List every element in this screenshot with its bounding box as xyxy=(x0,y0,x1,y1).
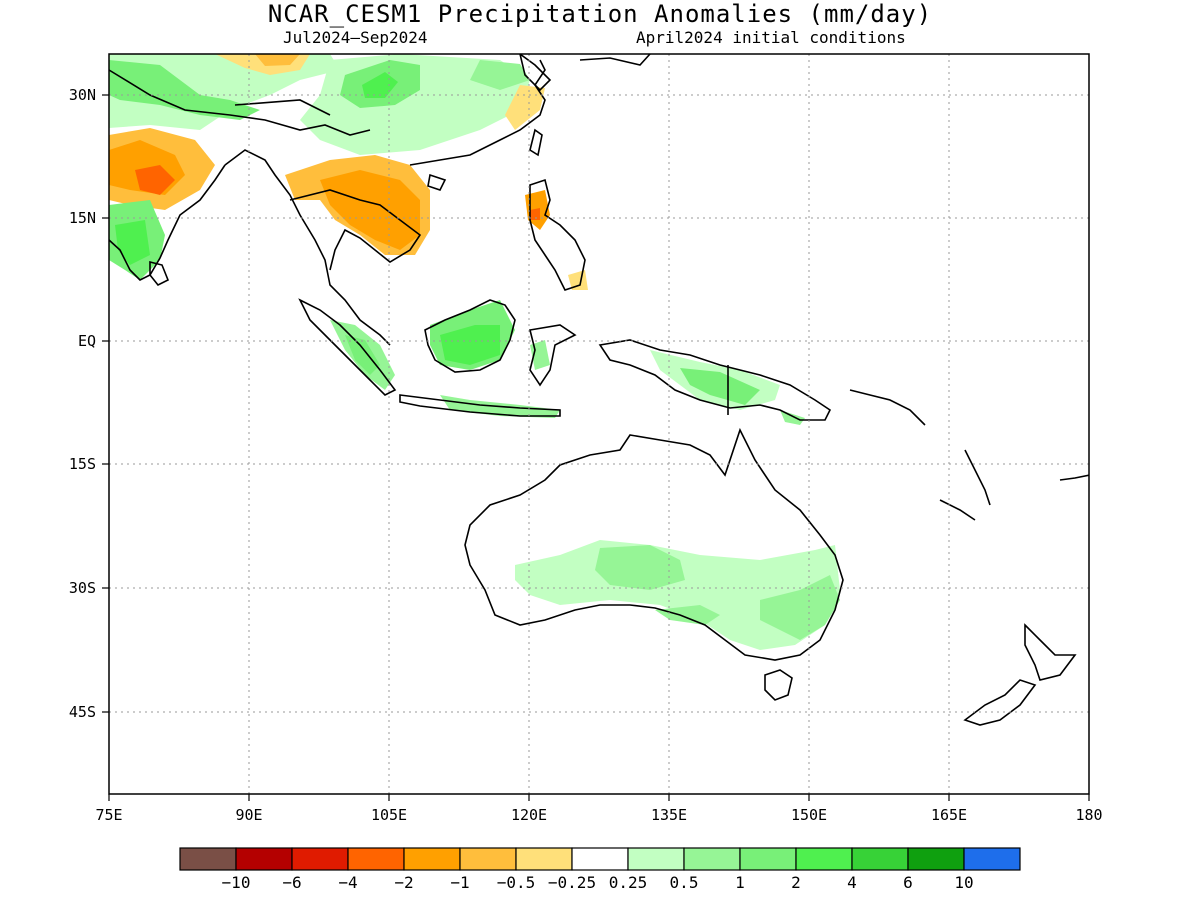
y-tick-label: 45S xyxy=(69,703,96,721)
colorbar-label: 4 xyxy=(847,873,857,892)
colorbar-label: −0.25 xyxy=(548,873,596,892)
colorbar-label: −1 xyxy=(450,873,469,892)
y-tick-label: 30N xyxy=(69,86,96,104)
colorbar-swatch xyxy=(627,847,685,871)
y-tick-label: EQ xyxy=(78,332,96,350)
colorbar-swatch xyxy=(235,847,293,871)
coastlines xyxy=(109,54,1089,726)
x-tick-label: 105E xyxy=(371,806,407,824)
colorbar-label: 0.5 xyxy=(670,873,699,892)
colorbar-swatch xyxy=(179,847,237,871)
colorbar-swatch xyxy=(851,847,909,871)
anomaly-shading xyxy=(109,54,840,650)
colorbar-label: −6 xyxy=(282,873,301,892)
colorbar-swatch xyxy=(459,847,517,871)
x-tick-label: 150E xyxy=(791,806,827,824)
map-frame xyxy=(108,53,1090,795)
colorbar-label: 10 xyxy=(954,873,973,892)
colorbar-swatch xyxy=(515,847,573,871)
x-tick-label: 75E xyxy=(95,806,122,824)
colorbar-swatch xyxy=(571,847,629,871)
colorbar-swatch xyxy=(291,847,349,871)
colorbar-swatch xyxy=(403,847,461,871)
colorbar-label: −0.5 xyxy=(497,873,536,892)
y-tick-label: 15S xyxy=(69,455,96,473)
y-tick-label: 30S xyxy=(69,579,96,597)
colorbar-label: 0.25 xyxy=(609,873,648,892)
colorbar-swatch xyxy=(795,847,853,871)
colorbar xyxy=(179,847,1021,871)
x-tick-label: 180 xyxy=(1075,806,1102,824)
colorbar-label: 6 xyxy=(903,873,913,892)
x-tick-label: 165E xyxy=(931,806,967,824)
colorbar-label: 1 xyxy=(735,873,745,892)
y-tick-label: 15N xyxy=(69,209,96,227)
colorbar-label: −4 xyxy=(338,873,357,892)
colorbar-label: 2 xyxy=(791,873,801,892)
colorbar-swatch xyxy=(347,847,405,871)
axis-ticks xyxy=(102,94,1090,801)
map-title: NCAR_CESM1 Precipitation Anomalies (mm/d… xyxy=(267,0,933,28)
initial-conditions: April2024 initial conditions xyxy=(636,28,906,47)
forecast-period: Jul2024–Sep2024 xyxy=(283,28,428,47)
colorbar-label: −2 xyxy=(394,873,413,892)
x-tick-label: 90E xyxy=(235,806,262,824)
x-tick-label: 120E xyxy=(511,806,547,824)
colorbar-swatch xyxy=(963,847,1021,871)
colorbar-label: −10 xyxy=(222,873,251,892)
colorbar-swatch xyxy=(683,847,741,871)
colorbar-swatch xyxy=(907,847,965,871)
map-grid xyxy=(109,54,1089,794)
colorbar-labels: −10 −6 −4 −2 −1 −0.5 −0.25 0.25 0.5 1 2 4 6 10 xyxy=(222,873,974,892)
x-tick-label: 135E xyxy=(651,806,687,824)
colorbar-swatch xyxy=(739,847,797,871)
